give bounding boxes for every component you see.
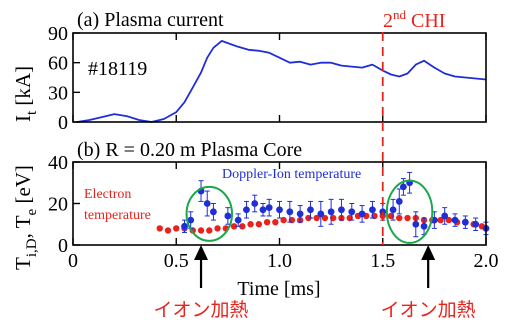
ion-temperature-point [327, 208, 335, 216]
panel-b-y-tick-label: 0 [58, 235, 68, 257]
electron-temperature-point [263, 218, 271, 226]
panel-b-x-tick-label: 0.5 [164, 250, 189, 272]
panel-a-marks [76, 40, 487, 123]
x-axis-label: Time [ms] [237, 278, 320, 300]
ion-temperature-point [187, 216, 195, 224]
ion-temperature-point [234, 216, 242, 224]
ion-temperature-point [379, 208, 387, 216]
panel-a-plasma-current: 0 30 60 90 (a) Plasma current #18119 2nd CH… [11, 7, 487, 134]
panel-b-x-tick-label: 2.0 [474, 250, 499, 272]
panel-a-ylabel-subscript: t [24, 110, 40, 115]
chi-label-text: CHI [406, 10, 445, 32]
panel-b-x-tick-label: 1.5 [370, 250, 395, 272]
ion-temperature-point [210, 208, 217, 216]
panel-b-temperatures: 0 20 40 0 0.5 1.0 1.5 2.0 (b) R = 0.20 m Plasm… [11, 139, 499, 300]
ion-temperature-point [265, 204, 273, 212]
panel-a-ylabel-unit: [kA] [11, 66, 35, 111]
panel-b-ylabel-electron: , T [11, 215, 35, 238]
panel-a-y-tick-label: 60 [48, 53, 68, 75]
panel-a-title: (a) Plasma current [77, 9, 224, 31]
legend-electron-temperature-line1: Electron [84, 187, 131, 202]
electron-temperature-point [404, 214, 411, 222]
ion-temperature-point [307, 206, 314, 214]
electron-temperature-point [239, 223, 246, 230]
panel-a-ylabel-main: I [11, 115, 35, 122]
electron-temperature-point [173, 225, 180, 232]
ion-heating-label: イオン加熱 [154, 299, 249, 321]
electron-temperature-point [214, 225, 221, 232]
electron-temperature-point [164, 227, 172, 234]
panel-a-y-tick-label: 90 [48, 23, 68, 45]
ion-heating-arrow-head [421, 245, 436, 260]
panel-b-ylabel-subscript-ion: i,D [24, 238, 40, 257]
panel-b-title: (b) R = 0.20 m Plasma Core [77, 139, 302, 161]
panel-b-y-axis-label: Ti,D, Te [eV] [11, 165, 40, 270]
ion-temperature-point [286, 208, 294, 216]
panel-b-x-tick-label: 0 [68, 250, 78, 272]
ion-temperature-point [400, 183, 407, 191]
panel-b-marks [156, 171, 490, 244]
legend-ion-temperature: Doppler-Ion temperature [222, 167, 361, 182]
ion-temperature-point [461, 218, 469, 226]
ion-temperature-point [259, 206, 267, 214]
electron-temperature-point [313, 214, 320, 222]
electron-temperature-point [255, 221, 263, 228]
electron-temperature-point [230, 223, 238, 230]
electron-temperature-point [206, 227, 213, 234]
ion-temperature-point [451, 216, 459, 224]
ion-temperature-point [412, 220, 420, 228]
electron-temperature-point [156, 225, 163, 232]
ion-temperature-point [395, 198, 403, 205]
panel-a-y-ticks: 0 30 60 90 [48, 23, 80, 134]
ion-temperature-point [224, 212, 232, 220]
ion-heating-arrow-head [194, 245, 209, 260]
ion-temperature-point [338, 206, 345, 214]
electron-temperature-point [437, 216, 444, 224]
electron-temperature-point [321, 214, 329, 222]
chi-label-superscript: nd [393, 7, 407, 22]
ion-temperature-point [348, 208, 356, 216]
chi-marker-label: 2nd CHI [383, 7, 445, 32]
ion-temperature-point [441, 212, 449, 220]
panel-b-y-tick-label: 40 [48, 152, 68, 174]
ion-temperature-point [369, 206, 376, 214]
panel-a-y-axis-label: It [kA] [11, 66, 40, 122]
ion-temperature-point [251, 200, 259, 207]
ion-heating-highlight-ellipse [185, 185, 234, 242]
ion-temperature-point [276, 206, 283, 214]
electron-temperature-point [247, 221, 254, 228]
ion-heating-label: イオン加熱 [381, 299, 476, 321]
ion-temperature-point [181, 222, 188, 230]
ion-temperature-point [389, 206, 397, 214]
panel-a-y-tick-label: 30 [48, 82, 68, 104]
panel-b-y-tick-label: 20 [48, 194, 68, 216]
chi-label-ordinal: 2 [383, 10, 393, 32]
panel-b-ylabel-unit: [eV] [11, 165, 35, 209]
electron-temperature-point [272, 218, 279, 226]
legend-electron-temperature-line2: temperature [84, 208, 151, 223]
plasma-current-line [76, 40, 487, 123]
ion-temperature-point [203, 200, 211, 207]
ion-temperature-point [317, 210, 325, 218]
ion-temperature-point [420, 222, 428, 230]
shot-number-label: #18119 [88, 58, 147, 80]
panel-b-x-ticks: 0 0.5 1.0 1.5 2.0 [68, 162, 499, 272]
ion-temperature-point [296, 210, 304, 218]
electron-temperature-point [396, 214, 403, 222]
ion-heating-annotations: イオン加熱 イオン加熱 [154, 245, 476, 321]
electron-temperature-point [197, 227, 205, 234]
panel-a-y-tick-label: 0 [58, 112, 68, 134]
ion-temperature-point [243, 206, 250, 214]
panel-b-ylabel-main: T [11, 257, 35, 270]
ion-temperature-point [358, 210, 366, 218]
panel-b-x-tick-label: 1.0 [267, 250, 292, 272]
electron-temperature-point [445, 216, 453, 224]
ion-temperature-point [472, 220, 480, 228]
electron-temperature-point [280, 216, 287, 224]
panel-b-y-ticks: 0 20 40 [48, 152, 80, 257]
ion-heating-highlight-ellipse [385, 179, 434, 244]
panel-b-ylabel-subscript-electron: e [24, 208, 40, 215]
